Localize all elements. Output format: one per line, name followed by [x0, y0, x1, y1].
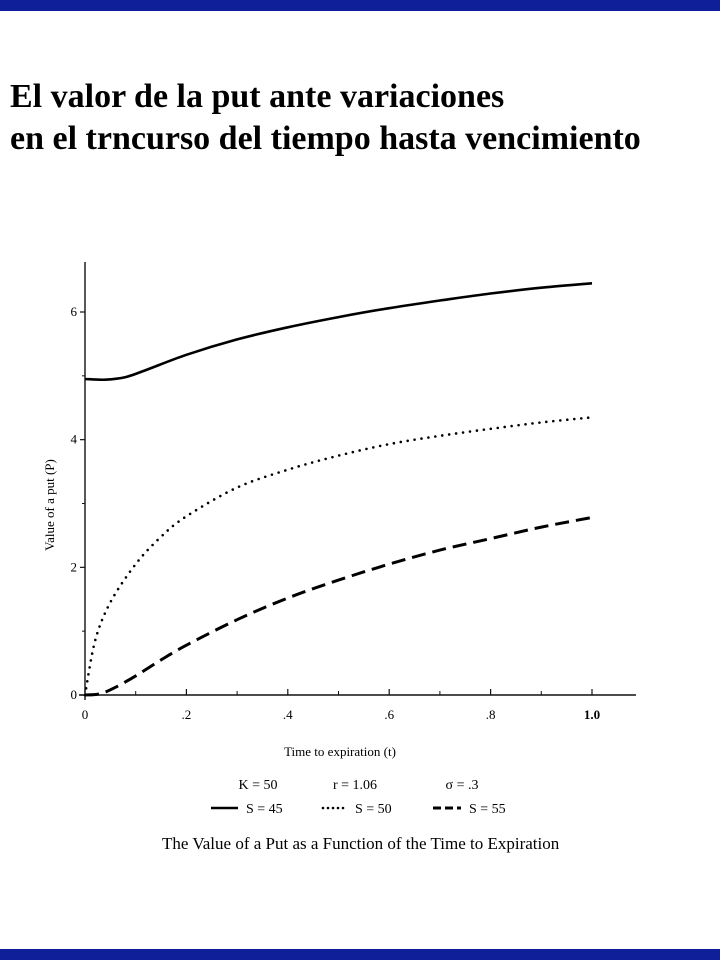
x-tick-label: .4: [283, 707, 293, 722]
series-line-3: [84, 516, 593, 697]
parameter-label: σ = .3: [446, 778, 479, 793]
y-tick-label: 6: [71, 304, 78, 319]
slide-title: El valor de la put ante variaciones en e…: [10, 76, 720, 160]
x-tick-label: .2: [182, 707, 192, 722]
x-tick-label: 1.0: [584, 707, 600, 722]
series-line-1: [84, 282, 593, 382]
x-tick-label: 0: [82, 707, 89, 722]
put-value-chart: 0 2 4 6 0 .2 .4 .6 .8 1.0 Time to expiration (t) Va…: [42, 262, 636, 817]
x-tick-label: .8: [486, 707, 496, 722]
axes: 0 2 4 6 0 .2 .4 .6 .8 1.0 Time to expiration (t) Va…: [42, 262, 636, 759]
series-lines: [83, 282, 594, 697]
y-axis-label: Value of a put (P): [42, 459, 57, 551]
x-tick-label: .6: [384, 707, 394, 722]
legend-label-1: S = 45: [246, 802, 283, 817]
x-axis-label: Time to expiration (t): [284, 744, 396, 759]
legend-label-2: S = 50: [355, 802, 392, 817]
slide-title-line-2: en el trncurso del tiempo hasta vencimie…: [10, 120, 641, 157]
y-tick-label: 0: [71, 687, 78, 702]
legend: K = 50 r = 1.06 σ = .3 S = 45 S = 50 S = 55: [211, 778, 506, 817]
chart-caption: The Value of a Put as a Function of the …: [162, 834, 560, 853]
legend-label-3: S = 55: [469, 802, 506, 817]
y-tick-label: 2: [71, 559, 78, 574]
top-accent-bar: [0, 0, 720, 11]
y-tick-label: 4: [71, 432, 78, 447]
slide-title-line-1: El valor de la put ante variaciones: [10, 78, 505, 115]
parameter-label: r = 1.06: [333, 778, 377, 793]
bottom-accent-bar: [0, 949, 720, 960]
parameter-label: K = 50: [238, 778, 277, 793]
series-line-2: [83, 416, 594, 697]
